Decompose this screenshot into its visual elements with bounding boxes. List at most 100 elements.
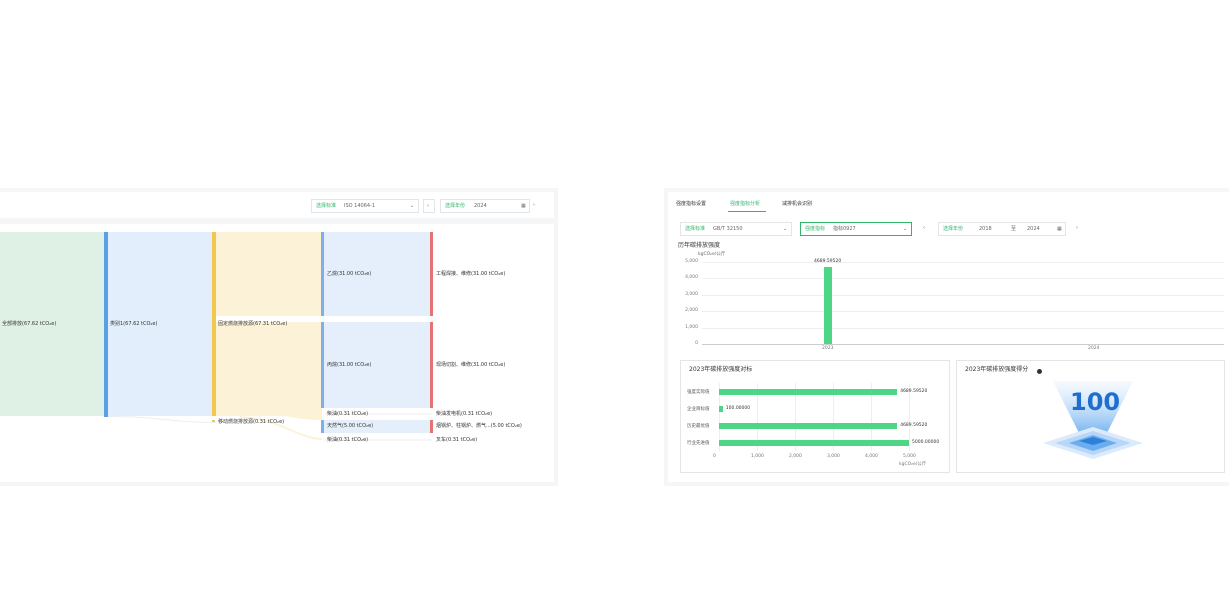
x-tick-label: 1,000 — [751, 454, 764, 459]
y-tick-label: 4,000 — [685, 275, 698, 281]
prev-button[interactable]: ‹ — [423, 199, 435, 213]
sankey-flow — [216, 316, 322, 322]
grid-line — [702, 311, 1224, 313]
analysis-panel: 强度指标设置 强度指标分析 减排机会识别 选择标准 GB/T 32150 ⌄ 强… — [664, 188, 1229, 486]
bar-data-label: 5000.00000 — [912, 439, 940, 445]
tab-active-underline — [728, 211, 766, 212]
sankey-chart — [0, 232, 433, 441]
prev-button[interactable]: ‹ — [923, 225, 925, 231]
sankey-panel: 选择标准 ISO 14064-1 ⌄ ‹ 选择年份 2024 ▦ › — [0, 188, 558, 486]
sankey-node-bar — [430, 420, 433, 433]
score-card: 2023年碳排放强度得分 100 — [956, 360, 1225, 473]
sankey-flow — [108, 416, 216, 423]
x-tick-label: 4,000 — [865, 454, 878, 459]
grid-line — [702, 278, 1224, 280]
x-tick-label: 0 — [713, 454, 716, 459]
sankey-flow — [0, 232, 104, 416]
line-chart-unit: kgCO₂e/公斤 — [698, 252, 726, 257]
sankey-node-label: 类别1(67.62 tCO₂e) — [110, 321, 158, 327]
sankey-node-bar — [430, 232, 433, 316]
sankey-node-bar — [321, 232, 324, 316]
sankey-flow — [240, 416, 322, 440]
sankey-node-label: 现场切割、维修(31.00 tCO₂e) — [436, 362, 506, 368]
benchmark-card: 2023年碳排放强度对标 0 1,000 2,000 3,000 4,000 5,000 强… — [680, 360, 950, 473]
bar-data-label: 100.00000 — [725, 405, 751, 411]
x-tick-label: 5,000 — [903, 454, 916, 459]
year-range-start: 2018 — [979, 226, 992, 232]
benchmark-bar[interactable] — [719, 388, 898, 395]
indicator-select-label: 强度指标 — [805, 226, 826, 232]
year-range-picker[interactable]: 选择年份 2018 至 2024 ▦ — [938, 222, 1066, 236]
grid-line — [757, 383, 758, 451]
benchmark-bar[interactable] — [719, 422, 898, 429]
standard-select[interactable]: 选择标准 ISO 14064-1 ⌄ — [311, 199, 419, 213]
grid-line — [702, 262, 1224, 263]
sankey-node-label: 柴油(0.31 tCO₂e) — [327, 411, 369, 417]
chevron-left-icon: ‹ — [427, 203, 429, 209]
sankey-node-bar — [321, 420, 324, 433]
sankey-node-label: 乙烷(31.00 tCO₂e) — [327, 271, 372, 277]
x-tick-label: 2,000 — [789, 454, 802, 459]
sankey-node-label: 移动燃烧排放源(0.31 tCO₂e) — [218, 419, 285, 425]
sankey-node-bar — [321, 322, 324, 408]
grid-line — [833, 383, 834, 451]
x-axis-unit: kgCO₂e/公斤 — [899, 462, 927, 467]
sankey-node-label: 固定燃烧排放源(67.31 tCO₂e) — [218, 321, 288, 327]
grid-line — [871, 383, 872, 451]
y-tick-label: 3,000 — [685, 291, 698, 297]
y-tick-label: 0 — [695, 341, 698, 346]
benchmark-bar[interactable] — [719, 405, 723, 412]
year-select[interactable]: 选择年份 2024 ▦ — [440, 199, 530, 213]
bar-data-label: 4689.59520 — [900, 422, 928, 428]
next-button[interactable]: › — [533, 202, 535, 208]
y-tick-label: 5,000 — [685, 259, 698, 264]
chevron-down-icon: ⌄ — [410, 203, 415, 209]
sankey-flow — [240, 404, 322, 420]
benchmark-chart-title: 2023年碳排放强度对标 — [689, 366, 753, 373]
standard-select-label: 选择标准 — [316, 203, 337, 209]
sankey-node-label: 叉车(0.31 tCO₂e) — [436, 437, 478, 443]
benchmark-bar[interactable] — [719, 439, 909, 446]
grid-line — [795, 383, 796, 451]
sankey-card: 全部排放(67.62 tCO₂e) 类别1(67.62 tCO₂e) 固定燃烧排… — [0, 224, 554, 482]
x-axis — [702, 344, 1224, 345]
sankey-node-label: 全部排放(67.62 tCO₂e) — [2, 321, 57, 327]
grid-line — [909, 383, 910, 451]
sankey-node-label: 柴油发电机(0.31 tCO₂e) — [436, 411, 493, 417]
year-bar-data-label: 4689.59520 — [814, 259, 842, 265]
analysis-card: 强度指标设置 强度指标分析 减排机会识别 选择标准 GB/T 32150 ⌄ 强… — [668, 192, 1229, 482]
tab-intensity-analysis[interactable]: 强度指标分析 — [730, 201, 761, 207]
sankey-flow — [108, 232, 212, 416]
sankey-flow — [324, 232, 430, 316]
score-pedestal-graphic — [1043, 381, 1143, 459]
tab-intensity-settings[interactable]: 强度指标设置 — [676, 201, 707, 207]
tab-reduction-opportunities[interactable]: 减排机会识别 — [782, 201, 813, 207]
grid-line — [702, 327, 1224, 329]
year-range-label: 选择年份 — [943, 226, 964, 232]
chevron-down-icon: ⌄ — [783, 226, 788, 232]
sankey-flow — [324, 322, 430, 408]
standard-select-label: 选择标准 — [685, 226, 706, 232]
category-label: 强度实际值 — [687, 389, 710, 395]
sankey-node-label: 丙烷(31.00 tCO₂e) — [327, 362, 372, 368]
sankey-node-bar — [212, 232, 216, 416]
year-select-value: 2024 — [474, 203, 487, 209]
category-label: 历史最优值 — [687, 423, 710, 429]
standard-select[interactable]: 选择标准 GB/T 32150 ⌄ — [680, 222, 792, 236]
y-tick-label: 1,000 — [685, 324, 698, 330]
indicator-select[interactable]: 强度指标 指标0927 ⌄ — [800, 222, 912, 236]
year-bar[interactable] — [824, 267, 832, 344]
sankey-flow — [216, 232, 322, 416]
calendar-icon: ▦ — [1057, 226, 1062, 232]
category-label: 企业目标值 — [687, 406, 710, 412]
sankey-node-bar — [430, 322, 433, 408]
score-value: 100 — [1070, 388, 1121, 416]
info-icon[interactable] — [1037, 369, 1042, 374]
next-button[interactable]: › — [1076, 225, 1078, 231]
line-chart-title: 历年碳排放强度 — [678, 242, 721, 249]
sankey-node-label: 天然气(5.00 tCO₂e) — [327, 423, 374, 429]
x-tick-label: 2023 — [822, 346, 834, 351]
standard-select-value: GB/T 32150 — [713, 226, 743, 232]
yearly-intensity-chart: 5,000 4,000 3,000 2,000 1,000 0 4689.59520 2023… — [668, 258, 1229, 354]
x-tick-label: 2024 — [1088, 346, 1100, 351]
